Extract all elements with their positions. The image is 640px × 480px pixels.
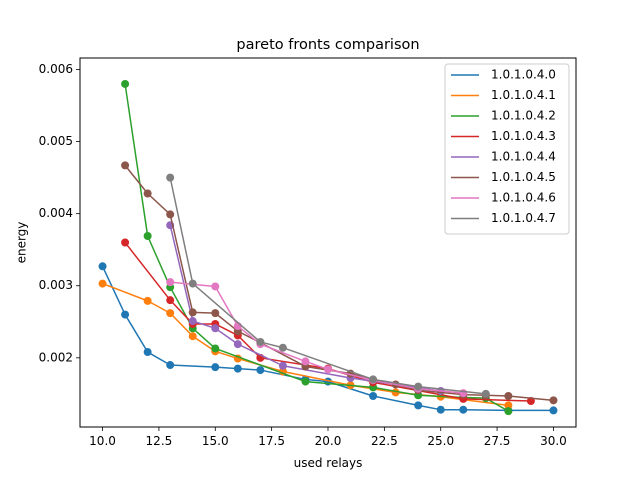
data-point	[278, 343, 287, 352]
data-point	[166, 210, 175, 219]
data-point	[211, 344, 220, 353]
legend-item: 1.0.1.0.4.0	[451, 68, 556, 82]
series-layer	[98, 79, 558, 416]
y-tick-label: 0.002	[39, 350, 73, 364]
legend-item: 1.0.1.0.4.3	[451, 129, 556, 143]
data-point	[143, 296, 152, 305]
legend-box	[444, 63, 570, 235]
data-point	[166, 309, 175, 318]
x-axis: 10.0 12.5 15.0 17.5 20.0 22.5 25.0 27.5 30.0	[89, 427, 567, 448]
legend-item: 1.0.1.0.4.4	[451, 150, 556, 164]
y-axis: 0.002 0.003 0.004 0.005 0.006	[39, 62, 80, 364]
series-1.0.1.0.4.0	[98, 262, 558, 415]
data-point	[166, 296, 175, 305]
data-point	[98, 262, 107, 271]
legend-item: 1.0.1.0.4.2	[451, 109, 556, 123]
x-tick-label: 10.0	[89, 434, 116, 448]
legend-label: 1.0.1.0.4.1	[491, 88, 556, 102]
legend-item: 1.0.1.0.4.7	[451, 211, 556, 225]
data-point	[324, 365, 332, 374]
series-1.0.1.0.4.7	[166, 173, 490, 398]
data-point	[278, 361, 287, 370]
data-point	[504, 401, 513, 410]
data-point	[143, 189, 152, 198]
data-point	[211, 324, 220, 333]
data-point	[414, 401, 423, 410]
x-tick-label: 27.5	[484, 434, 511, 448]
data-point	[121, 238, 130, 247]
data-point	[166, 278, 175, 287]
data-point	[121, 310, 130, 319]
legend-label: 1.0.1.0.4.7	[491, 211, 556, 225]
data-point	[121, 161, 130, 170]
legend-label: 1.0.1.0.4.0	[491, 68, 556, 82]
data-point	[121, 79, 130, 88]
legend: 1.0.1.0.4.0 1.0.1.0.4.1 1.0.1.0.4.2 1.0.1.0…	[444, 63, 570, 235]
data-point	[256, 337, 265, 346]
legend-item: 1.0.1.0.4.6	[451, 191, 556, 205]
y-tick-label: 0.005	[39, 134, 73, 148]
data-point	[188, 279, 197, 288]
x-tick-label: 15.0	[202, 434, 229, 448]
y-axis-label: energy	[15, 222, 29, 264]
data-point	[98, 279, 107, 288]
legend-item: 1.0.1.0.4.5	[451, 170, 556, 184]
y-tick-label: 0.003	[39, 278, 73, 292]
y-tick-label: 0.006	[39, 62, 73, 76]
data-point	[459, 389, 468, 398]
data-point	[549, 406, 558, 415]
legend-item: 1.0.1.0.4.1	[451, 88, 556, 102]
chart-title: pareto fronts comparison	[236, 37, 419, 53]
x-tick-label: 30.0	[540, 434, 567, 448]
data-point	[211, 363, 220, 372]
data-point	[481, 389, 490, 398]
data-point	[504, 407, 513, 416]
legend-label: 1.0.1.0.4.2	[491, 109, 556, 123]
data-point	[166, 173, 175, 182]
data-point	[369, 375, 378, 384]
data-point	[369, 392, 378, 401]
legend-label: 1.0.1.0.4.5	[491, 170, 556, 184]
data-point	[143, 232, 152, 241]
data-point	[211, 309, 220, 318]
data-point	[143, 348, 152, 357]
x-tick-label: 20.0	[315, 434, 342, 448]
legend-label: 1.0.1.0.4.6	[491, 191, 556, 205]
x-tick-label: 22.5	[371, 434, 398, 448]
data-point	[459, 405, 468, 414]
data-point	[233, 340, 242, 349]
data-point	[414, 382, 423, 391]
data-point	[301, 357, 310, 366]
data-point	[256, 366, 265, 375]
y-tick-label: 0.004	[39, 206, 73, 220]
data-point	[436, 405, 445, 414]
data-point	[549, 396, 558, 405]
x-axis-label: used relays	[294, 456, 363, 470]
data-point	[166, 361, 175, 370]
data-point	[188, 308, 197, 317]
x-tick-label: 17.5	[258, 434, 285, 448]
data-point	[188, 332, 197, 341]
legend-label: 1.0.1.0.4.3	[491, 129, 556, 143]
data-point	[233, 364, 242, 373]
data-point	[504, 392, 513, 401]
legend-label: 1.0.1.0.4.4	[491, 150, 556, 164]
data-point	[301, 377, 310, 386]
data-point	[188, 317, 197, 326]
x-tick-label: 25.0	[427, 434, 454, 448]
data-point	[211, 282, 220, 291]
x-tick-label: 12.5	[146, 434, 173, 448]
